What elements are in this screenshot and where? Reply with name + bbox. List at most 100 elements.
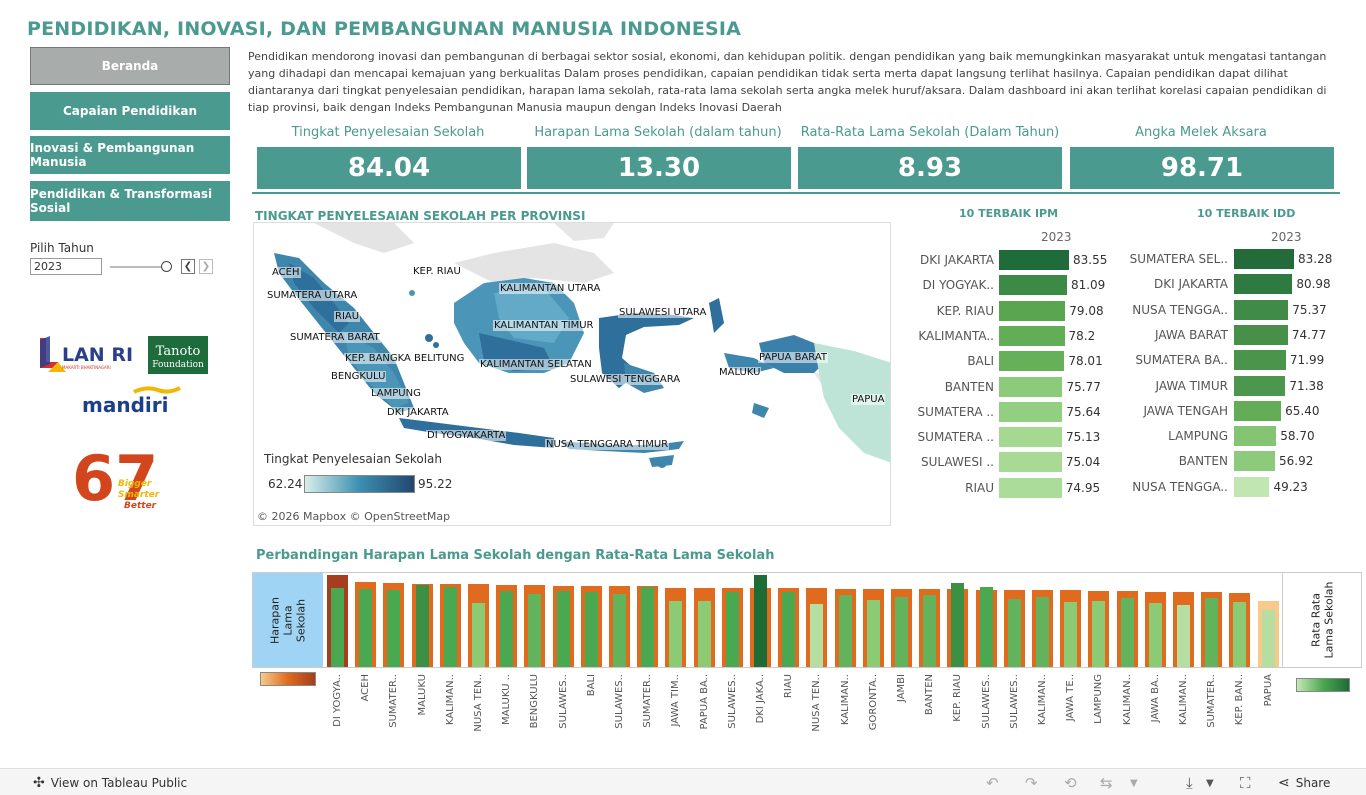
ipm-title: 10 TERBAIK IPM xyxy=(959,207,1059,220)
comparison-x-label: GORONTA.. xyxy=(866,674,880,736)
ipm-row-name: DI YOGYAK.. xyxy=(922,278,994,293)
nav-beranda-button[interactable]: Beranda xyxy=(30,47,230,85)
year-slider-track[interactable] xyxy=(110,266,166,268)
comparison-x-label-text: KALIMAN.. xyxy=(1178,674,1189,726)
idd-row-bar[interactable] xyxy=(1234,350,1286,371)
ipm-row-value: 75.13 xyxy=(1065,430,1101,445)
comparison-x-label-text: SUMATER.. xyxy=(1206,674,1218,728)
ipm-row-bar[interactable] xyxy=(999,452,1062,473)
refresh-dropdown-icon[interactable]: ▼ xyxy=(1130,778,1138,789)
revert-icon[interactable]: ⟲ xyxy=(1064,774,1077,792)
rata-rata-bar[interactable] xyxy=(1233,602,1247,667)
idd-row-bar[interactable] xyxy=(1234,375,1286,396)
rata-rata-bar[interactable] xyxy=(866,600,880,667)
rata-rata-bar[interactable] xyxy=(951,583,965,667)
rata-rata-bar[interactable] xyxy=(1148,603,1162,667)
rata-rata-bar[interactable] xyxy=(979,587,993,667)
rata-rata-bar[interactable] xyxy=(415,585,429,667)
rata-rata-bar[interactable] xyxy=(782,592,796,667)
idd-row-bar[interactable] xyxy=(1234,249,1294,269)
download-icon[interactable]: ⤓ xyxy=(1186,774,1193,792)
rata-rata-bar[interactable] xyxy=(669,601,683,667)
rata-rata-bar[interactable] xyxy=(1177,605,1190,667)
next-year-button[interactable]: ❯ xyxy=(199,259,213,274)
redo-icon[interactable]: ↷ xyxy=(1025,774,1038,792)
rata-rata-bar[interactable] xyxy=(1261,610,1275,667)
rata-rata-bar[interactable] xyxy=(387,590,401,667)
idd-row-bar[interactable] xyxy=(1234,299,1289,320)
comparison-chart-area[interactable] xyxy=(252,572,1362,668)
rata-rata-bar[interactable] xyxy=(697,601,711,667)
idd-row-value: 65.40 xyxy=(1285,403,1320,418)
ipm-row-bar[interactable] xyxy=(999,351,1065,372)
rata-rata-bar[interactable] xyxy=(641,587,655,667)
rata-rata-bar[interactable] xyxy=(472,603,485,667)
rata-rata-bar[interactable] xyxy=(1120,598,1134,667)
prev-year-button[interactable]: ❮ xyxy=(181,259,195,274)
ipm-row-bar[interactable] xyxy=(999,427,1062,448)
rata-rata-bar[interactable] xyxy=(838,595,852,667)
idd-row-bar[interactable] xyxy=(1234,451,1275,472)
year-input[interactable]: 2023 xyxy=(30,258,102,275)
comparison-x-label: BENGKULU xyxy=(527,674,541,736)
rata-rata-bar[interactable] xyxy=(1036,597,1049,667)
ipm-row-bar[interactable] xyxy=(999,325,1065,346)
rata-rata-bar[interactable] xyxy=(1064,602,1078,667)
nav-capaian-pendidikan-button[interactable]: Capaian Pendidikan xyxy=(30,92,230,130)
undo-icon[interactable]: ↶ xyxy=(986,774,999,792)
ipm-row-bar[interactable] xyxy=(999,300,1066,321)
rata-rata-bar[interactable] xyxy=(754,575,767,667)
intro-text: Pendidikan mendorong inovasi dan pembang… xyxy=(248,50,1327,114)
comparison-x-label: PAPUA xyxy=(1261,674,1275,736)
ipm-row-bar[interactable] xyxy=(999,376,1063,397)
ipm-year: 2023 xyxy=(1041,230,1072,244)
comparison-x-label: DKI JAKA.. xyxy=(753,674,767,736)
ipm-row-bar[interactable] xyxy=(999,477,1062,498)
nav-inovasi-button[interactable]: Inovasi & Pembangunan Manusia xyxy=(30,136,230,174)
view-on-tableau-label: View on Tableau Public xyxy=(50,776,188,790)
comparison-x-label-text: NUSA TEN.. xyxy=(811,674,823,732)
idd-row-value: 75.37 xyxy=(1292,302,1327,317)
rata-rata-bar[interactable] xyxy=(923,595,937,667)
rata-rata-bar[interactable] xyxy=(359,589,373,667)
comparison-x-label-text: NUSA TEN.. xyxy=(473,674,484,732)
idd-row-bar[interactable] xyxy=(1234,324,1288,345)
rata-rata-bar[interactable] xyxy=(895,597,908,667)
ipm-row-name: SUMATERA .. xyxy=(917,430,994,445)
year-slider-thumb[interactable] xyxy=(161,261,172,272)
rata-rata-bar[interactable] xyxy=(725,592,739,667)
rata-rata-bar[interactable] xyxy=(528,594,542,667)
idd-row-bar[interactable] xyxy=(1234,274,1293,295)
ipm-row-name: SUMATERA .. xyxy=(917,404,994,419)
comparison-x-label-text: JAWA TIM.. xyxy=(670,674,682,727)
rata-rata-bar[interactable] xyxy=(1007,599,1021,667)
rata-rata-bar[interactable] xyxy=(500,591,514,667)
idd-row-bar[interactable] xyxy=(1234,400,1282,421)
download-dropdown-icon[interactable]: ▼ xyxy=(1206,778,1214,789)
svg-text:Foundation: Foundation xyxy=(152,360,204,370)
rata-rata-bar[interactable] xyxy=(331,588,344,667)
svg-text:Better: Better xyxy=(124,501,157,511)
map-attribution[interactable]: © 2026 Mapbox © OpenStreetMap xyxy=(257,510,451,523)
nav-transformasi-button[interactable]: Pendidikan & Transformasi Sosial xyxy=(30,181,230,221)
idd-row-bar[interactable] xyxy=(1234,476,1270,497)
rata-rata-bar[interactable] xyxy=(810,604,824,667)
rata-rata-bar[interactable] xyxy=(443,587,457,667)
rata-rata-bar[interactable] xyxy=(1092,601,1106,667)
idd-row-bar[interactable] xyxy=(1234,426,1277,447)
province-map[interactable]: ACEH KEP. RIAU KALIMANTAN UTARA SUMATERA… xyxy=(253,222,891,526)
rata-rata-bar[interactable] xyxy=(556,591,570,667)
ipm-row-bar[interactable] xyxy=(999,250,1069,270)
rata-rata-bar[interactable] xyxy=(1205,598,1219,667)
comparison-x-label-text: DI YOGYA.. xyxy=(332,674,343,727)
rata-rata-bar[interactable] xyxy=(613,594,626,667)
idd-row-value: 49.23 xyxy=(1273,479,1308,494)
ipm-row-name: RIAU xyxy=(965,480,994,495)
view-on-tableau-link[interactable]: ✣ View on Tableau Public xyxy=(33,775,187,791)
ipm-row-bar[interactable] xyxy=(999,275,1067,296)
fullscreen-icon[interactable]: ⛶ xyxy=(1240,774,1251,792)
rata-rata-bar[interactable] xyxy=(584,592,598,667)
share-button[interactable]: ⋖ Share xyxy=(1278,775,1330,791)
refresh-icon[interactable]: ⇆ xyxy=(1100,774,1113,792)
ipm-row-bar[interactable] xyxy=(999,401,1063,422)
